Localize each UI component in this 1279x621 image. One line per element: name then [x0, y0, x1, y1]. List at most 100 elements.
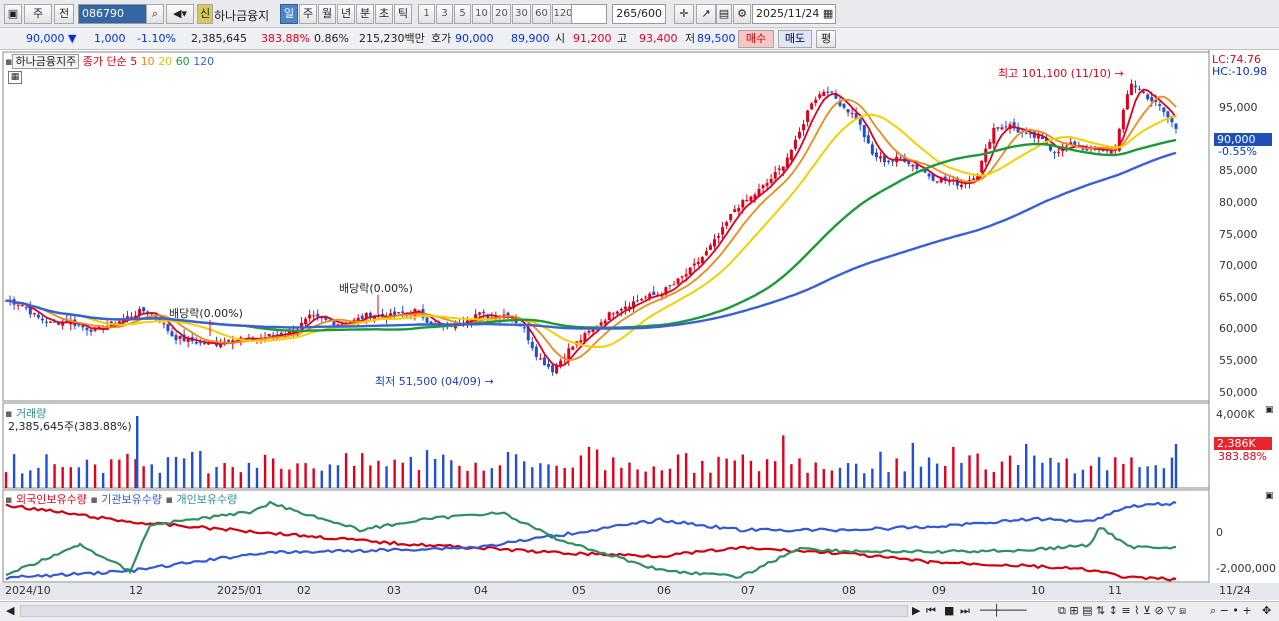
interval-20[interactable]: 20: [492, 4, 511, 24]
volume-bar: [101, 472, 105, 488]
date-input[interactable]: 2025/11/24 ▦: [752, 4, 836, 24]
period-tab-1[interactable]: 주: [299, 4, 317, 24]
candle-body: [874, 152, 878, 158]
candle-body: [174, 335, 178, 341]
volume-bar: [822, 469, 825, 488]
candle-body: [332, 321, 336, 326]
table-icon[interactable]: ▦: [8, 71, 22, 84]
interval-10[interactable]: 10: [472, 4, 491, 24]
last-icon[interactable]: ⏭: [960, 604, 970, 617]
new-badge: 신: [197, 4, 213, 24]
period-tab-4[interactable]: 분: [356, 4, 374, 24]
expand-icon[interactable]: ✥: [1262, 604, 1272, 617]
interval-30[interactable]: 30: [512, 4, 531, 24]
candle-body: [1053, 152, 1057, 154]
candle-body: [551, 365, 555, 373]
volume-bar: [191, 451, 194, 488]
volume-bar: [158, 472, 162, 488]
volume-bar: [296, 463, 299, 488]
volume-bar: [263, 454, 267, 488]
volume-bar: [433, 459, 437, 488]
zoom-icons[interactable]: ⌕ − • +: [1210, 604, 1252, 617]
candle-body: [753, 194, 757, 199]
volume-bar: [134, 459, 137, 488]
candle-body: [996, 127, 1000, 129]
close-icon[interactable]: ▣: [1265, 405, 1274, 415]
volume-bar: [846, 463, 850, 488]
first-icon[interactable]: ⏮: [926, 604, 936, 617]
interval-input[interactable]: [571, 4, 607, 24]
volume-bar: [312, 468, 315, 488]
tools-icons[interactable]: ⧉ ⊞ ▤ ⇅ ↕ ≡ ⌇ ⊻ ⊘ ▽ ⧈: [1058, 604, 1187, 617]
volume-bar: [215, 467, 218, 488]
candle-body: [980, 160, 984, 173]
interval-3[interactable]: 3: [436, 4, 453, 24]
candle-body: [356, 317, 360, 322]
candle-body: [883, 155, 887, 163]
eval-button[interactable]: 평: [816, 30, 836, 48]
candle-body: [291, 330, 295, 333]
holding-legend: ▪ 외국인보유수량 ▪ 기관보유수량 ▪ 개인보유수량: [5, 493, 238, 506]
candle-body: [1004, 126, 1008, 128]
period-tab-2[interactable]: 월: [318, 4, 336, 24]
prev-button[interactable]: 전: [54, 4, 74, 24]
candle-body: [117, 321, 121, 326]
period-tab-5[interactable]: 초: [375, 4, 393, 24]
period-tab-3[interactable]: 년: [337, 4, 355, 24]
search-icon[interactable]: ⌕: [146, 4, 164, 24]
speaker-icon[interactable]: ◀▾: [166, 4, 194, 24]
gear-icon[interactable]: ⚙: [733, 4, 751, 24]
period-tab-6[interactable]: 틱: [394, 4, 412, 24]
volume-bar: [352, 465, 356, 488]
crosshair-icon[interactable]: ✛: [674, 4, 694, 24]
interval-60[interactable]: 60: [532, 4, 551, 24]
volume-bar: [1049, 457, 1052, 488]
stop-icon[interactable]: ■: [944, 604, 955, 617]
candle-body: [712, 239, 716, 247]
x-tick: 06: [657, 584, 671, 597]
chart-canvas[interactable]: [0, 50, 1279, 601]
volume-bar: [871, 468, 874, 488]
x-tick: 11/24: [1219, 584, 1251, 597]
period-tab-0[interactable]: 일: [280, 4, 298, 24]
buy-button[interactable]: 매수: [738, 30, 774, 48]
save-icon[interactable]: ▤: [716, 4, 732, 24]
volume-bar: [644, 471, 647, 488]
interval-5[interactable]: 5: [454, 4, 471, 24]
candle-body: [988, 142, 992, 149]
volume-bar: [425, 450, 429, 488]
candle-body: [1101, 149, 1105, 151]
scroll-left-icon[interactable]: ◀: [6, 604, 15, 617]
volume-bar: [182, 458, 186, 488]
candle-body: [125, 316, 129, 319]
volume-bar: [69, 467, 72, 488]
volume-bar: [223, 462, 226, 488]
draw-icon[interactable]: ↗: [696, 4, 716, 24]
candle-body: [267, 333, 271, 337]
scroll-right-icon[interactable]: ▶: [912, 604, 921, 617]
window-icon[interactable]: ▣: [4, 4, 22, 24]
close-icon[interactable]: ▣: [1265, 491, 1274, 501]
interval-1[interactable]: 1: [418, 4, 435, 24]
hc-label: HC:-10.98: [1212, 65, 1268, 78]
candle-body: [162, 323, 166, 325]
candle-body: [696, 261, 700, 265]
candle-body: [866, 135, 870, 144]
volume-bar: [1114, 457, 1117, 488]
count-display[interactable]: 265/600: [612, 4, 666, 24]
zoom-slider[interactable]: ──┼────: [980, 604, 1027, 617]
stock-code-input[interactable]: 086790: [78, 4, 148, 24]
volume-bar: [1000, 461, 1004, 488]
candle-body: [364, 313, 368, 319]
period-select[interactable]: 주: [24, 4, 52, 24]
candle-body: [522, 327, 526, 329]
candle-body: [393, 311, 397, 316]
sell-button[interactable]: 매도: [778, 30, 812, 48]
price-ytick: 55,000: [1219, 354, 1258, 367]
volume-bar: [757, 471, 761, 488]
volume-last-tag: 2,386K: [1214, 437, 1272, 450]
candle-body: [1081, 148, 1085, 150]
volume-bar: [595, 449, 599, 488]
scrollbar[interactable]: [20, 605, 908, 617]
stock-name-label[interactable]: 하나금융지주: [12, 54, 80, 69]
